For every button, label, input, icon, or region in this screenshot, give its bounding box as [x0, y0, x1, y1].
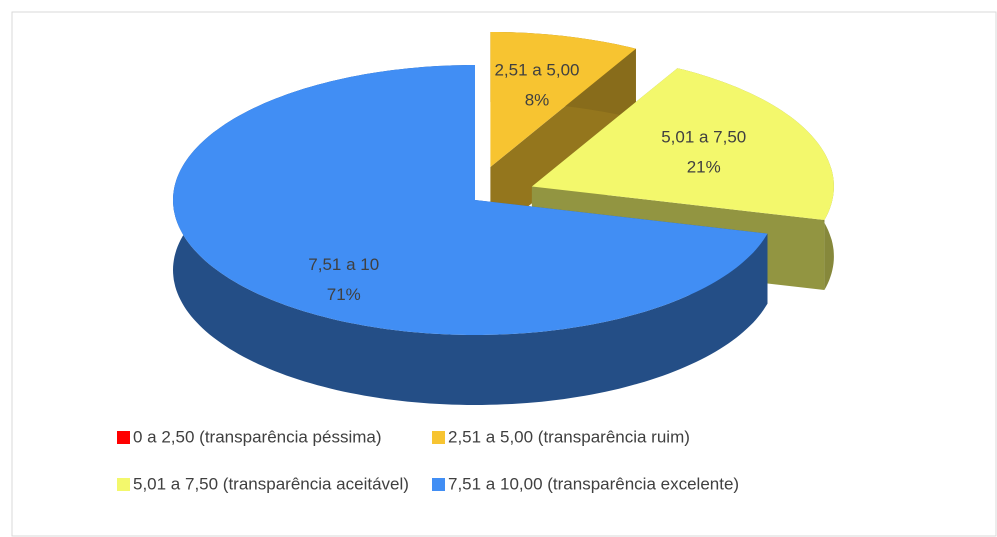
legend-swatch — [117, 431, 130, 444]
legend-label: 5,01 a 7,50 (transparência aceitável) — [133, 474, 409, 493]
data-label-name: 7,51 a 10 — [308, 255, 379, 274]
legend-label: 2,51 a 5,00 (transparência ruim) — [448, 427, 690, 446]
slice — [531, 68, 834, 220]
data-label-name: 2,51 a 5,00 — [494, 60, 579, 79]
legend-swatch — [432, 431, 445, 444]
legend-label: 0 a 2,50 (transparência péssima) — [133, 427, 382, 446]
data-label-value: 8% — [525, 90, 550, 109]
data-label-value: 21% — [687, 158, 721, 177]
legend-swatch — [117, 478, 130, 491]
slice — [173, 65, 768, 335]
legend-label: 7,51 a 10,00 (transparência excelente) — [448, 474, 739, 493]
legend-swatch — [432, 478, 445, 491]
data-label-value: 71% — [327, 285, 361, 304]
slice — [490, 32, 636, 167]
data-label-name: 5,01 a 7,50 — [661, 128, 746, 147]
